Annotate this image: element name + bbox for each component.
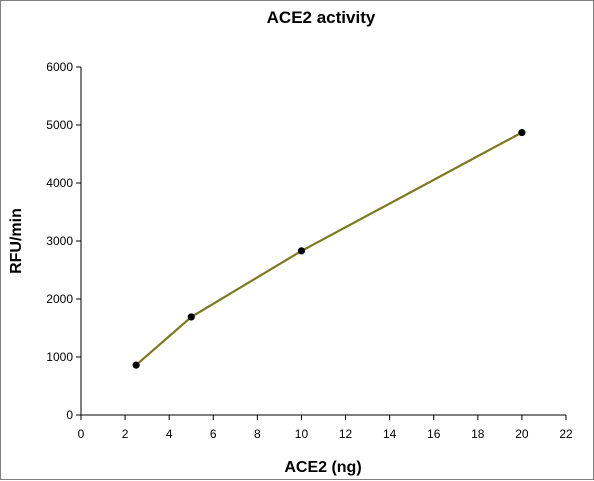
x-tick-label: 12 bbox=[339, 427, 353, 441]
y-tick-label: 6000 bbox=[46, 60, 73, 74]
x-tick-label: 16 bbox=[427, 427, 441, 441]
x-tick-label: 18 bbox=[471, 427, 485, 441]
data-point bbox=[132, 361, 140, 369]
y-tick-label: 0 bbox=[66, 408, 73, 422]
series-line bbox=[135, 131, 523, 366]
chart-title: ACE2 activity bbox=[267, 8, 376, 27]
x-tick-label: 20 bbox=[515, 427, 529, 441]
x-tick-label: 8 bbox=[254, 427, 261, 441]
x-tick-label: 6 bbox=[210, 427, 217, 441]
y-tick-label: 4000 bbox=[46, 176, 73, 190]
y-tick-label: 3000 bbox=[46, 234, 73, 248]
x-axis-label: ACE2 (ng) bbox=[284, 459, 361, 476]
data-point bbox=[518, 128, 526, 137]
y-tick-label: 1000 bbox=[46, 350, 73, 364]
x-tick-label: 10 bbox=[295, 427, 309, 441]
data-point bbox=[187, 313, 195, 321]
x-tick-label: 22 bbox=[559, 427, 573, 441]
x-tick-label: 2 bbox=[122, 427, 129, 441]
y-tick-label: 2000 bbox=[46, 292, 73, 306]
plot-area: 0 1000 2000 3000 4000 5000 6000 0 2 4 6 8 10 12 14 16 18… bbox=[46, 60, 573, 441]
y-axis-label: RFU/min bbox=[8, 208, 25, 274]
data-point bbox=[297, 247, 306, 255]
y-tick-label: 5000 bbox=[46, 118, 73, 132]
x-tick-label: 14 bbox=[383, 427, 397, 441]
x-tick-label: 0 bbox=[78, 427, 85, 441]
x-tick-label: 4 bbox=[166, 427, 173, 441]
